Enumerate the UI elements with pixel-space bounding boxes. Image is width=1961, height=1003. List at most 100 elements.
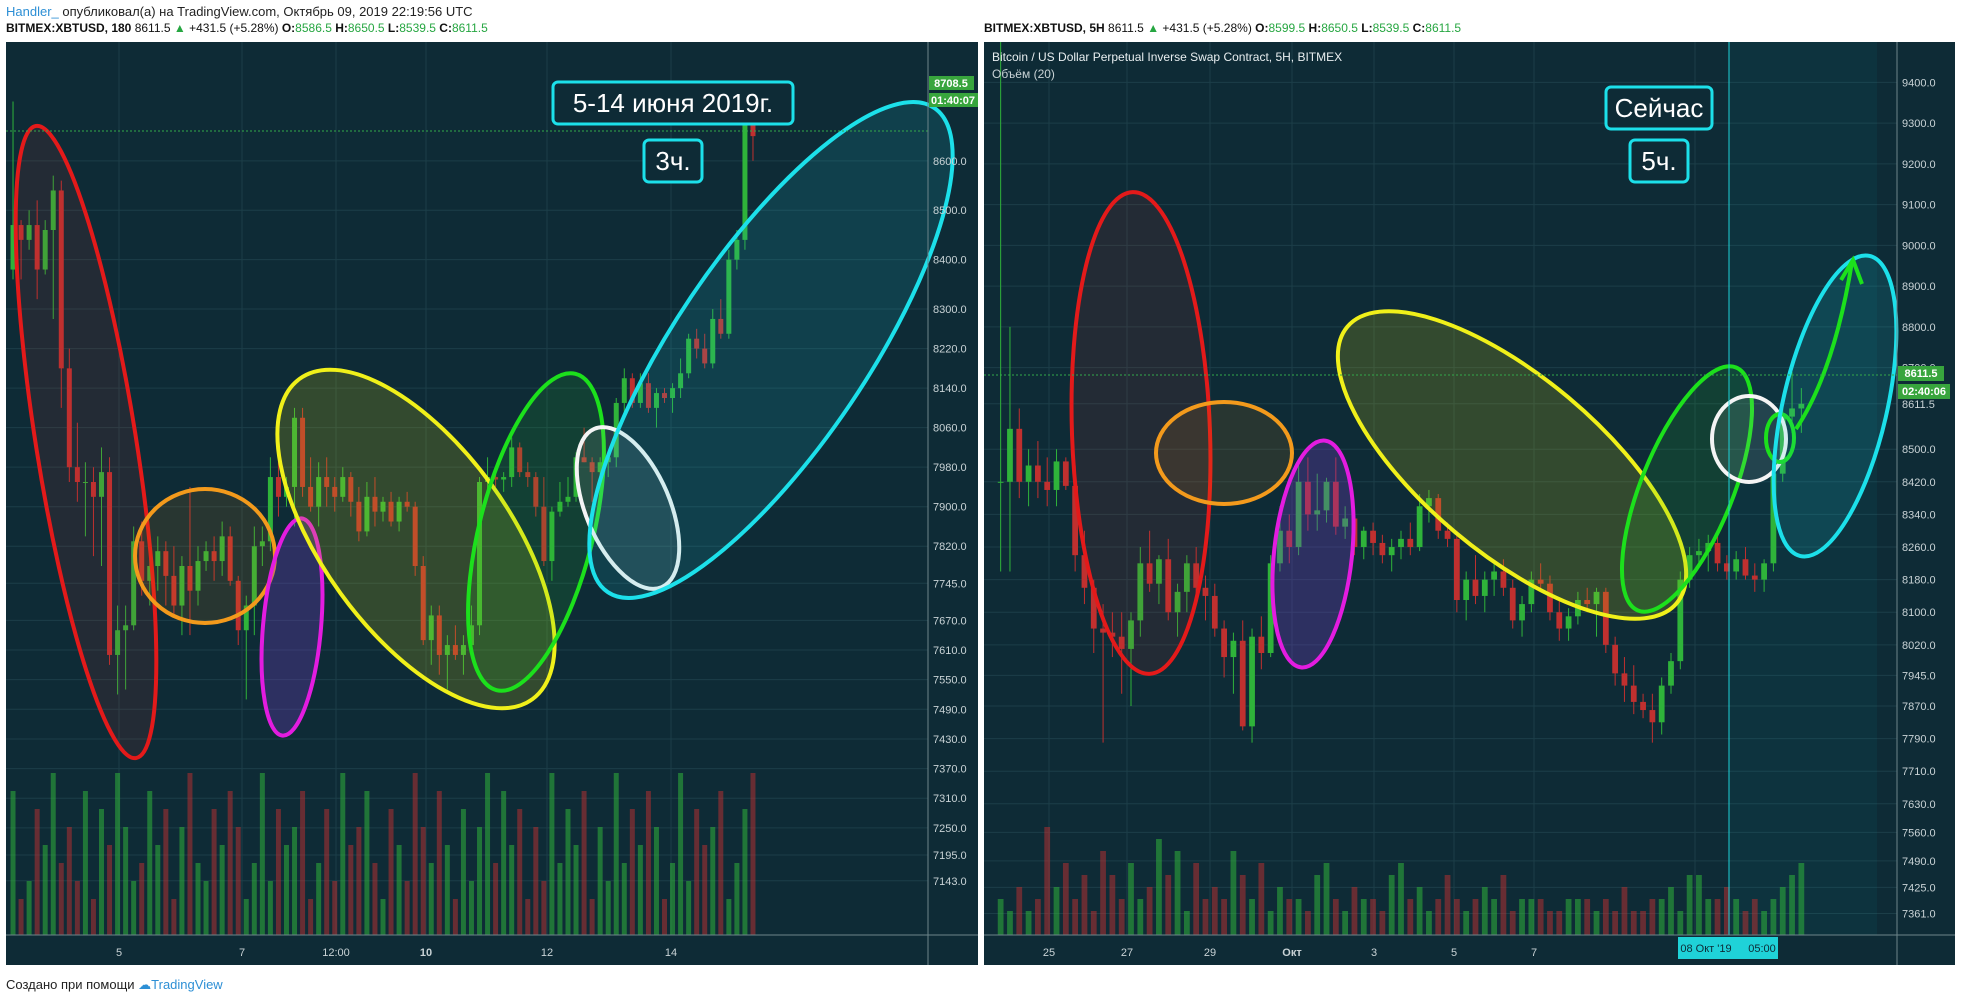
volume-bar xyxy=(621,863,627,935)
volume-bar xyxy=(653,827,659,935)
candle-body xyxy=(1332,481,1339,527)
candle-body xyxy=(436,615,442,655)
volume-bar xyxy=(444,845,450,935)
volume-bar xyxy=(1528,899,1535,935)
volume-bar xyxy=(645,791,651,935)
tradingview-logo-icon[interactable]: ☁ xyxy=(138,977,152,992)
candle-body xyxy=(308,486,314,507)
volume-bar xyxy=(1035,899,1041,935)
chart2-low: 8539.5 xyxy=(1372,21,1410,35)
title-box xyxy=(551,80,795,126)
candle-body xyxy=(340,477,346,497)
candle xyxy=(565,477,571,507)
candle-body xyxy=(66,368,72,468)
candle xyxy=(155,536,161,591)
candle-body xyxy=(259,541,265,547)
time-badge xyxy=(1898,384,1950,399)
price-badge xyxy=(929,76,974,90)
candle xyxy=(316,462,322,527)
candle-body xyxy=(74,467,80,482)
x-tick-label: 12:00 xyxy=(322,947,350,959)
volume-bar xyxy=(573,845,579,935)
volume-bar xyxy=(1388,875,1395,935)
volume-bar xyxy=(300,791,306,935)
candle-body xyxy=(1398,538,1404,548)
volume-bar xyxy=(1575,899,1581,935)
candle xyxy=(541,477,547,566)
volume-bar xyxy=(1612,911,1619,935)
candle xyxy=(10,101,16,280)
x-tick-label: 7 xyxy=(1531,947,1537,959)
candle-body xyxy=(637,383,643,403)
chart1-close: 8611.5 xyxy=(451,21,488,35)
arrowhead-icon xyxy=(1839,255,1864,285)
candle-body xyxy=(541,506,547,562)
volume-bar xyxy=(605,881,611,935)
volume-bar xyxy=(251,863,257,935)
candle xyxy=(1751,563,1758,592)
volume-bar xyxy=(388,809,394,935)
volume-bar xyxy=(259,773,265,935)
volume-bar xyxy=(420,827,426,935)
volume-bar xyxy=(1342,911,1349,935)
chart1-svg[interactable]: 5-14 июня 2019г. 3ч. 8600.0 8500.0 8400.0 8… xyxy=(6,42,978,965)
volume-bar xyxy=(1435,899,1442,935)
volume-bar xyxy=(1426,911,1432,935)
chart1-low: 8539.5 xyxy=(399,21,436,35)
candle xyxy=(1481,571,1488,613)
candle xyxy=(1658,677,1665,735)
candle xyxy=(324,457,330,507)
candle xyxy=(1109,612,1116,658)
candle xyxy=(1509,579,1516,629)
y-tick-label: 8800.0 xyxy=(1902,322,1936,334)
candle-body xyxy=(1472,579,1479,596)
chart2-panel[interactable]: Сейчас 5ч. Bitcoin / US Dollar Perpetual… xyxy=(984,42,1955,965)
volume-bar xyxy=(1072,899,1079,935)
candle-body xyxy=(348,477,354,502)
candle xyxy=(1286,514,1293,564)
candle-body xyxy=(155,551,161,566)
candle xyxy=(1416,494,1423,552)
volume-bar xyxy=(1705,899,1712,935)
volume-bar xyxy=(501,791,507,935)
volume-bar xyxy=(1761,911,1767,935)
volume-bar xyxy=(1044,827,1051,935)
time-badge-text: 02:40:06 xyxy=(1902,386,1946,398)
chart1-panel[interactable]: 5-14 июня 2019г. 3ч. 8600.0 8500.0 8400.0 8… xyxy=(6,42,978,965)
candle-body xyxy=(678,373,684,389)
chart2-svg[interactable]: Сейчас 5ч. Bitcoin / US Dollar Perpetual… xyxy=(984,42,1955,965)
volume-bar xyxy=(90,899,96,935)
volume-bar xyxy=(1090,911,1097,935)
candle-body xyxy=(750,116,756,137)
candle-body xyxy=(1100,628,1106,633)
x-tick-label: 14 xyxy=(665,947,677,959)
candle xyxy=(653,388,659,428)
candle-body xyxy=(702,348,708,364)
candle-body xyxy=(1211,595,1218,629)
candle-body xyxy=(1509,587,1516,621)
volume-label[interactable]: Объём (20) xyxy=(992,67,1055,81)
cyan-ellipse xyxy=(587,100,955,600)
candle-body xyxy=(18,225,24,240)
candle xyxy=(1742,547,1749,580)
tradingview-link[interactable]: TradingView xyxy=(151,977,223,992)
candle xyxy=(203,541,209,571)
candle-body xyxy=(243,605,249,631)
candle-body xyxy=(380,501,386,512)
volume-bar xyxy=(1351,887,1358,935)
candle-body xyxy=(1007,428,1013,482)
candle-body xyxy=(1742,559,1749,576)
volume-bar xyxy=(396,845,402,935)
volume-bar xyxy=(1286,899,1293,935)
author-link[interactable]: Handler_ xyxy=(6,4,59,19)
candle xyxy=(275,457,281,517)
candle-body xyxy=(517,447,523,473)
volume-bar xyxy=(1100,851,1106,935)
candle-body xyxy=(509,447,515,478)
green-ellipse xyxy=(1619,364,1755,614)
volume-bar xyxy=(428,863,434,935)
candle-body xyxy=(235,580,241,631)
candle xyxy=(107,457,113,665)
candle xyxy=(251,526,257,636)
candle-body xyxy=(42,230,48,270)
